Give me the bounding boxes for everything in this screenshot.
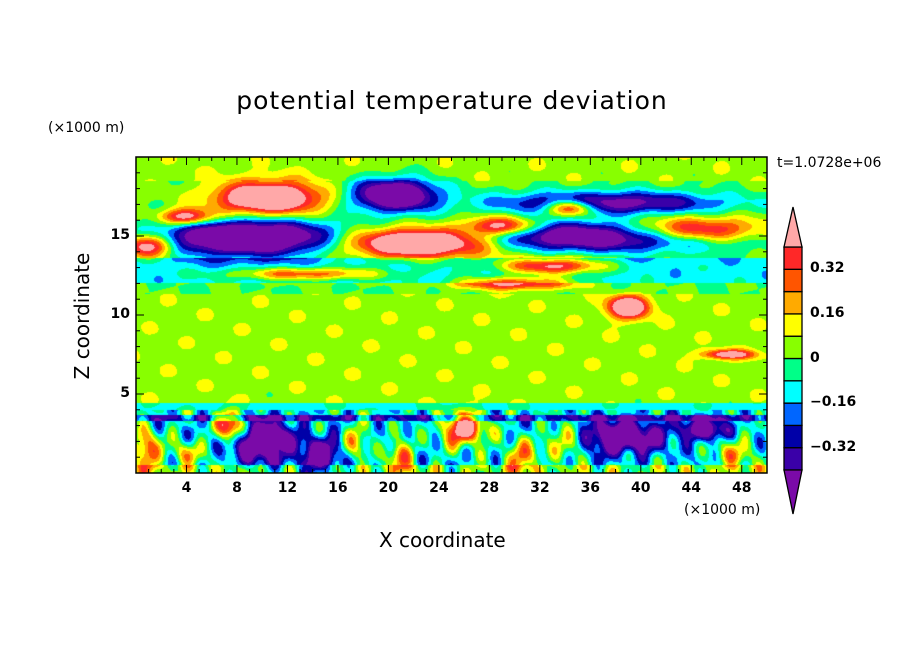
colorbar-box (783, 335, 803, 360)
contour-field (136, 157, 767, 473)
x-tick-label: 20 (378, 480, 399, 496)
colorbar-box (783, 246, 803, 270)
x-tick-label: 44 (681, 480, 701, 496)
x-tick-label: 28 (479, 480, 500, 496)
x-tick-label: 12 (277, 480, 298, 496)
y-tick-label: 5 (120, 385, 130, 401)
colorbar-box (783, 290, 803, 315)
y-axis-unit: (×1000 m) (48, 120, 125, 136)
time-label: t=1.0728e+06 (777, 155, 882, 171)
y-tick-label: 10 (110, 306, 130, 322)
x-tick-label: 24 (429, 480, 449, 496)
x-tick-label: 4 (181, 480, 192, 496)
y-tick-label: 15 (110, 227, 130, 243)
x-tick-label: 8 (232, 480, 242, 496)
plot-border (135, 156, 768, 474)
x-axis-unit: (×1000 m) (684, 502, 761, 518)
colorbar-box (783, 357, 803, 382)
x-tick-label: 16 (328, 480, 348, 496)
x-tick-label: 36 (580, 480, 601, 496)
x-tick-label: 32 (530, 480, 550, 496)
colorbar-label: 0.32 (810, 260, 845, 277)
x-tick-label: 48 (732, 480, 752, 496)
colorbar-label: 0 (810, 349, 820, 366)
colorbar-label: −0.32 (810, 438, 857, 455)
colorbar-box (783, 402, 803, 427)
colorbar-label: −0.16 (810, 394, 857, 411)
x-axis-label: X coordinate (379, 528, 506, 552)
colorbar-label: 0.16 (810, 304, 845, 321)
colorbar-lower-triangle (783, 469, 803, 515)
colorbar-box (783, 268, 803, 293)
colorbar-box (783, 313, 803, 337)
x-tick-label: 40 (631, 480, 651, 496)
colorbar-box (783, 380, 803, 404)
colorbar-box (783, 447, 803, 471)
colorbar-upper-triangle (783, 206, 803, 248)
chart-title: potential temperature deviation (236, 86, 668, 115)
colorbar-box (783, 424, 803, 449)
